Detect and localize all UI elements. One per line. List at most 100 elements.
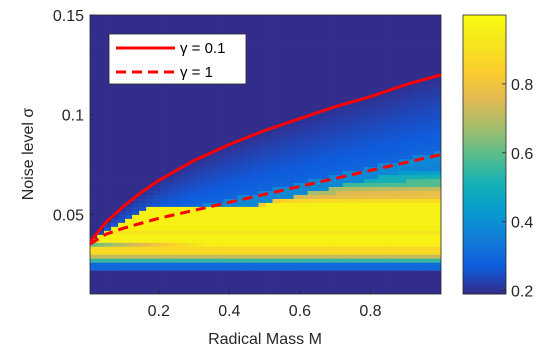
- heatmap-cell: [272, 214, 281, 219]
- heatmap-cell: [125, 270, 133, 275]
- heatmap-cell: [111, 286, 119, 291]
- heatmap-cell: [307, 94, 316, 100]
- heatmap-cell: [125, 134, 133, 140]
- heatmap-cell: [195, 170, 203, 176]
- x-tick-label: 0.8: [359, 303, 381, 320]
- heatmap-cell: [328, 198, 337, 203]
- heatmap-cell: [223, 134, 231, 140]
- heatmap-cell: [265, 198, 274, 203]
- heatmap-cell: [321, 246, 330, 251]
- heatmap-cell: [335, 210, 344, 215]
- heatmap-cell: [195, 282, 203, 287]
- heatmap-cell: [419, 50, 428, 56]
- heatmap-cell: [153, 94, 161, 100]
- heatmap-cell: [237, 118, 246, 124]
- heatmap-cell: [426, 250, 435, 255]
- heatmap-cell: [300, 110, 309, 116]
- heatmap-cell: [258, 250, 267, 255]
- heatmap-cell: [230, 106, 239, 112]
- heatmap-cell: [244, 274, 253, 279]
- heatmap-cell: [384, 62, 393, 68]
- heatmap-cell: [139, 242, 147, 247]
- heatmap-cell: [363, 146, 372, 152]
- heatmap-cell: [251, 22, 260, 28]
- heatmap-cell: [377, 270, 386, 275]
- heatmap-cell: [272, 90, 281, 96]
- heatmap-cell: [251, 290, 260, 294]
- heatmap-cell: [237, 198, 246, 203]
- heatmap-cell: [251, 206, 260, 211]
- heatmap-cell: [125, 254, 133, 259]
- heatmap-cell: [328, 70, 337, 76]
- heatmap-cell: [349, 142, 358, 148]
- heatmap-cell: [90, 214, 98, 219]
- heatmap-cell: [188, 114, 196, 120]
- heatmap-cell: [97, 18, 105, 24]
- heatmap-cell: [433, 126, 441, 132]
- heatmap-cell: [153, 246, 161, 251]
- heatmap-cell: [111, 82, 119, 88]
- heatmap-cell: [426, 178, 435, 183]
- heatmap-cell: [167, 230, 175, 235]
- heatmap-cell: [356, 286, 365, 291]
- heatmap-cell: [342, 134, 351, 140]
- heatmap-cell: [244, 130, 253, 136]
- heatmap-cell: [391, 250, 400, 255]
- colorbar-segment: [463, 110, 506, 114]
- heatmap-cell: [265, 202, 274, 207]
- heatmap-cell: [167, 262, 175, 267]
- heatmap-cell: [307, 230, 316, 235]
- heatmap-cell: [90, 246, 98, 251]
- heatmap-cell: [153, 250, 161, 255]
- heatmap-cell: [300, 150, 309, 156]
- y-tick-label: 0.1: [62, 108, 84, 125]
- heatmap-cell: [349, 158, 358, 164]
- heatmap-cell: [335, 130, 344, 136]
- heatmap-cell: [181, 238, 189, 243]
- heatmap-cell: [90, 242, 98, 247]
- colorbar-segment: [463, 158, 506, 161]
- colorbar-segment: [463, 266, 506, 269]
- heatmap-cell: [412, 94, 421, 100]
- heatmap-cell: [342, 94, 351, 100]
- heatmap-cell: [139, 174, 147, 180]
- heatmap-cell: [237, 214, 246, 219]
- heatmap-cell: [433, 70, 441, 76]
- heatmap-cell: [139, 202, 147, 207]
- heatmap-cell: [216, 154, 224, 160]
- heatmap-cell: [419, 186, 428, 191]
- heatmap-cell: [90, 130, 98, 136]
- heatmap-cell: [216, 142, 224, 148]
- heatmap-cell: [384, 146, 393, 152]
- heatmap-cell: [321, 42, 330, 48]
- heatmap-cell: [258, 30, 267, 36]
- heatmap-cell: [314, 286, 323, 291]
- heatmap-cell: [125, 194, 133, 199]
- heatmap-cell: [293, 210, 302, 215]
- colorbar-segment: [463, 136, 506, 140]
- heatmap-cell: [146, 282, 154, 287]
- heatmap-cell: [433, 58, 441, 64]
- heatmap-cell: [216, 114, 224, 120]
- heatmap-cell: [244, 222, 253, 227]
- heatmap-cell: [174, 202, 182, 207]
- heatmap-cell: [111, 266, 119, 271]
- heatmap-cell: [265, 250, 274, 255]
- heatmap-cell: [118, 250, 126, 255]
- heatmap-cell: [167, 138, 175, 144]
- heatmap-cell: [118, 242, 126, 247]
- heatmap-cell: [419, 38, 428, 44]
- heatmap-cell: [363, 242, 372, 247]
- heatmap-cell: [398, 66, 407, 72]
- heatmap-cell: [279, 30, 288, 36]
- heatmap-cell: [125, 82, 133, 88]
- heatmap-cell: [195, 122, 203, 128]
- colorbar-segment: [463, 204, 506, 207]
- heatmap-cell: [391, 290, 400, 294]
- heatmap-cell: [433, 210, 441, 215]
- heatmap-cell: [370, 42, 379, 48]
- heatmap-cell: [132, 126, 140, 132]
- heatmap-cell: [293, 274, 302, 279]
- heatmap-cell: [342, 166, 351, 172]
- heatmap-cell: [419, 246, 428, 251]
